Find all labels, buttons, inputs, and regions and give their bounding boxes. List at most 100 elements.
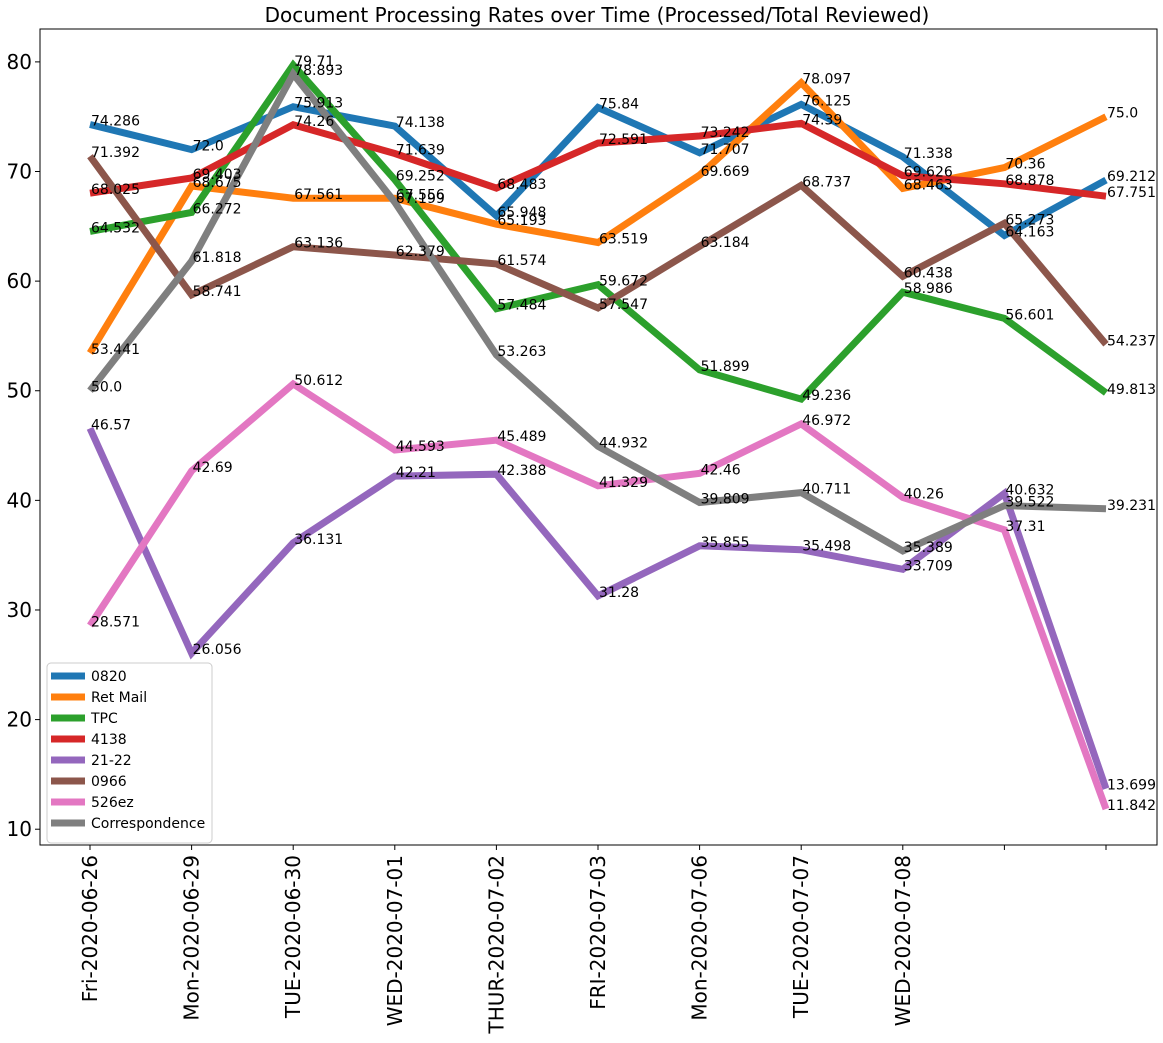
y-tick-label: 60	[7, 269, 32, 293]
data-labels: 74.28672.075.91374.13865.94875.8471.7077…	[91, 54, 1156, 814]
data-label: 36.131	[294, 532, 343, 548]
legend-label-correspondence: Correspondence	[91, 816, 205, 832]
x-tick-label: Fri-2020-06-26	[78, 855, 102, 1002]
series-line-tpc	[89, 59, 1109, 404]
data-label: 61.818	[193, 250, 242, 266]
data-label: 75.84	[599, 97, 639, 113]
data-label: 40.632	[1005, 482, 1054, 498]
data-label: 46.57	[91, 417, 131, 433]
series-lines	[86, 59, 1110, 811]
data-label: 50.0	[91, 380, 122, 396]
data-label: 57.547	[599, 297, 648, 313]
y-tick-label: 50	[7, 379, 32, 403]
data-label: 46.972	[802, 413, 851, 429]
legend-label-526ez: 526ez	[91, 795, 134, 811]
data-label: 61.574	[497, 253, 546, 269]
y-tick-label: 30	[7, 598, 32, 622]
data-label: 39.809	[701, 492, 750, 508]
data-label: 73.242	[701, 125, 750, 141]
data-label: 39.231	[1107, 498, 1156, 514]
legend-label-21-22: 21-22	[91, 753, 132, 769]
data-label: 58.741	[193, 284, 242, 300]
x-tick-label: THUR-2020-07-02	[484, 855, 508, 1034]
data-label: 35.855	[701, 535, 750, 551]
x-tick-label: FRI-2020-07-03	[586, 855, 610, 1010]
data-label: 67.199	[396, 191, 445, 207]
data-label: 42.21	[396, 465, 436, 481]
data-label: 39.522	[1005, 495, 1054, 511]
data-label: 69.626	[904, 165, 953, 181]
data-label: 50.612	[294, 373, 343, 389]
data-label: 42.388	[497, 463, 546, 479]
data-label: 66.272	[193, 201, 242, 217]
data-label: 69.212	[1107, 169, 1156, 185]
data-label: 69.252	[396, 169, 445, 185]
data-label: 44.932	[599, 435, 648, 451]
chart-title: Document Processing Rates over Time (Pro…	[265, 3, 930, 27]
data-label: 79.71	[294, 54, 334, 70]
data-label: 53.263	[497, 344, 546, 360]
data-label: 40.711	[802, 482, 851, 498]
series-line-0966	[87, 154, 1109, 347]
y-tick-label: 10	[7, 817, 32, 841]
x-tick-label: TUE-2020-06-30	[281, 855, 305, 1019]
data-label: 68.878	[1005, 173, 1054, 189]
data-label: 45.489	[497, 429, 546, 445]
data-label: 44.593	[396, 439, 445, 455]
data-label: 63.136	[294, 236, 343, 252]
data-label: 37.31	[1005, 519, 1045, 535]
x-tick-label: WED-2020-07-01	[383, 855, 407, 1026]
data-label: 63.519	[599, 232, 648, 248]
data-label: 59.672	[599, 274, 648, 290]
data-label: 67.751	[1107, 185, 1156, 201]
legend: 0820 Ret Mail TPC 4138 21-22 0966 526ez Corresp…	[46, 662, 213, 844]
data-label: 70.36	[1005, 157, 1045, 173]
data-label: 40.26	[904, 487, 944, 503]
legend-box	[46, 662, 213, 844]
y-tick-label: 20	[7, 708, 32, 732]
y-tick-label: 40	[7, 488, 32, 512]
data-label: 69.403	[193, 167, 242, 183]
data-label: 76.125	[802, 93, 851, 109]
data-label: 68.737	[802, 174, 851, 190]
data-label: 68.025	[91, 182, 140, 198]
legend-label-tpc: TPC	[90, 711, 118, 727]
data-label: 69.669	[701, 164, 750, 180]
data-label: 74.39	[802, 112, 842, 128]
data-label: 71.392	[91, 145, 140, 161]
data-label: 68.675	[193, 175, 242, 191]
data-label: 67.556	[396, 187, 445, 203]
x-tick-label: Mon-2020-06-29	[180, 855, 204, 1021]
series-line-ret-mail	[87, 77, 1108, 355]
data-label: 11.842	[1107, 798, 1156, 814]
data-label: 63.184	[701, 235, 750, 251]
y-tick-label: 80	[7, 50, 32, 74]
data-label: 41.329	[599, 475, 648, 491]
data-label: 26.056	[193, 642, 242, 658]
data-label: 72.0	[193, 139, 224, 155]
data-label: 31.28	[599, 585, 639, 601]
x-tick-label: Mon-2020-07-06	[688, 855, 712, 1021]
data-label: 54.237	[1107, 333, 1156, 349]
data-label: 33.709	[904, 558, 953, 574]
data-label: 51.899	[701, 359, 750, 375]
data-label: 75.0	[1107, 106, 1138, 122]
data-label: 68.463	[904, 177, 953, 193]
data-label: 35.389	[904, 540, 953, 556]
x-axis: Fri-2020-06-26 Mon-2020-06-29 TUE-2020-06-…	[78, 845, 1107, 1034]
data-label: 42.46	[701, 462, 741, 478]
data-label: 65.948	[497, 205, 546, 221]
data-label: 49.813	[1107, 382, 1156, 398]
x-tick-label: TUE-2020-07-07	[789, 855, 813, 1019]
data-label: 53.441	[91, 342, 140, 358]
data-label: 71.707	[701, 142, 750, 158]
y-axis: 10 20 30 40 50 60 70 80	[7, 50, 40, 841]
data-label: 67.561	[294, 187, 343, 203]
series-line-correspondence	[87, 67, 1107, 555]
data-label: 78.097	[802, 72, 851, 88]
data-label: 35.498	[802, 539, 851, 555]
data-label: 75.913	[294, 96, 343, 112]
legend-label-ret-mail: Ret Mail	[91, 690, 147, 706]
